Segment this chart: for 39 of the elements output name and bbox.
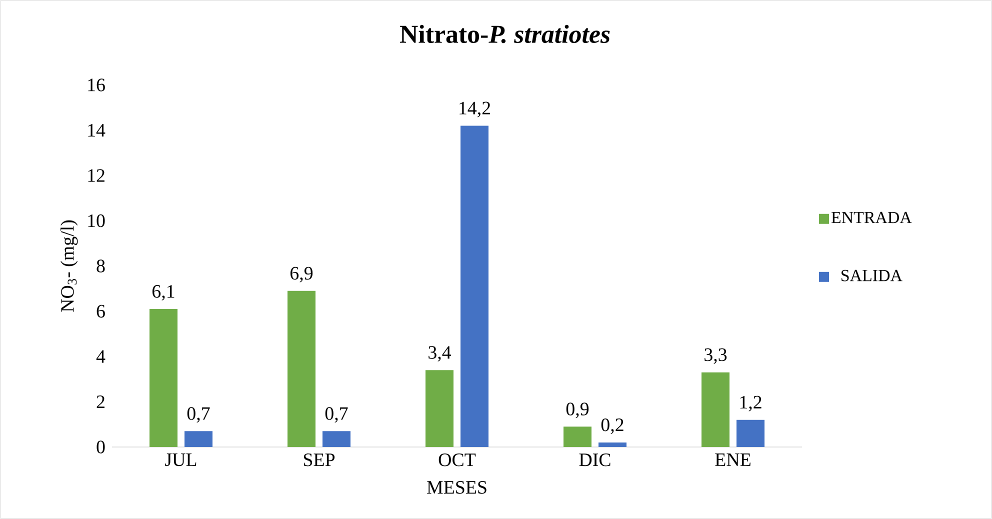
x-tick-label: SEP [304, 454, 335, 466]
bar [702, 372, 730, 447]
x-tick-label: DIC [579, 454, 610, 466]
y-tick-label: 10 [88, 214, 105, 228]
bar [564, 426, 592, 447]
data-label: 3,3 [704, 348, 727, 364]
x-tick-label: OCT [438, 454, 476, 466]
bar [322, 431, 350, 447]
x-tick-label: ENE [715, 454, 750, 466]
y-tick-label: 8 [96, 260, 105, 272]
y-tick-label: 14 [88, 124, 106, 136]
data-label: 6,9 [290, 266, 313, 282]
bar [184, 431, 212, 447]
data-label: 6,1 [152, 285, 174, 300]
data-label: 3,4 [428, 346, 452, 362]
bar [150, 308, 178, 447]
y-tick-label: 0 [96, 440, 105, 454]
x-axis-title: MESES [427, 481, 486, 494]
chart-title: Nitrato-P. stratiotes [400, 24, 610, 44]
y-axis-title: NO$_{3}$- (mg/l) [60, 220, 78, 312]
legend-label: ENTRADA [831, 212, 912, 224]
data-label: 1,2 [740, 396, 762, 412]
y-tick-label: 12 [88, 169, 104, 182]
bar [598, 442, 627, 447]
data-label: 0,9 [566, 402, 589, 418]
y-tick-label: 16 [88, 78, 105, 92]
y-tick-label: 4 [96, 350, 106, 363]
bar [288, 290, 316, 447]
data-label: 0,7 [325, 407, 348, 423]
y-tick-label: 6 [96, 304, 105, 318]
x-tick-label: JUL [165, 454, 196, 466]
data-label: 14,2 [460, 102, 490, 118]
bar [426, 370, 454, 447]
bar [736, 420, 765, 447]
bar [460, 126, 488, 447]
legend-label: SALIDA [842, 270, 902, 282]
data-label: 0,7 [187, 407, 210, 423]
data-label: 0,2 [601, 418, 624, 434]
y-tick-label: 2 [96, 395, 104, 408]
